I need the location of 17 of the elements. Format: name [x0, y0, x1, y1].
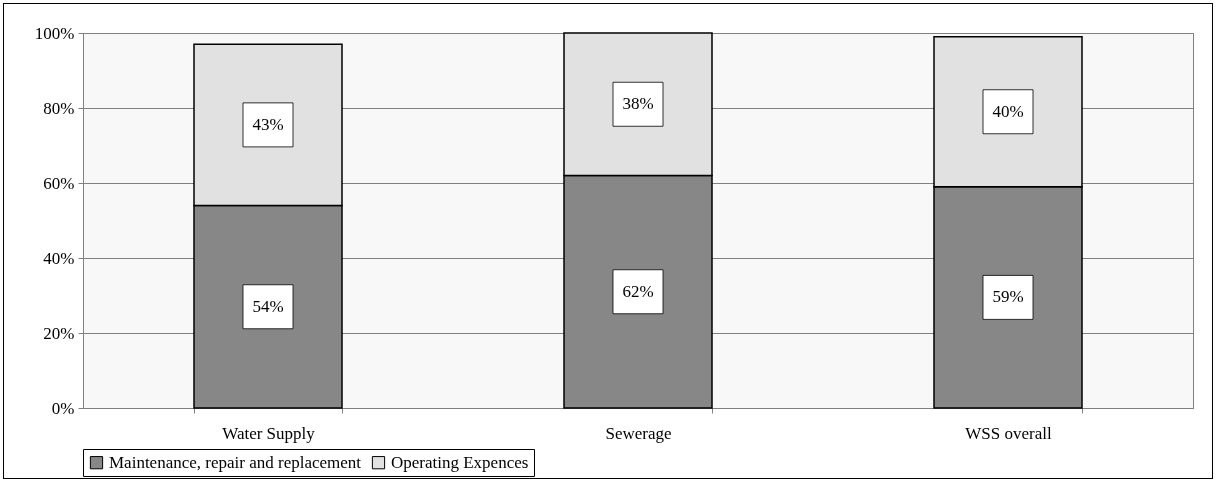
y-tick-label: 80% [43, 98, 75, 118]
y-tick-label: 0% [51, 398, 75, 418]
data-label: 62% [622, 281, 654, 301]
data-label: 43% [252, 114, 284, 134]
y-tick-label: 60% [43, 173, 75, 193]
x-tick-label: WSS overall [965, 423, 1052, 443]
data-label: 59% [992, 287, 1024, 307]
data-label: 38% [622, 94, 654, 114]
legend-label: Maintenance, repair and replacement [109, 452, 362, 472]
data-label: 40% [992, 101, 1024, 121]
y-tick-label: 40% [43, 248, 75, 268]
x-tick-label: Water Supply [222, 423, 316, 443]
y-tick-label: 20% [43, 323, 75, 343]
legend-label: Operating Expences [391, 452, 529, 472]
x-tick-label: Sewerage [605, 423, 672, 443]
y-tick-label: 100% [34, 23, 75, 43]
data-label: 54% [252, 296, 284, 316]
